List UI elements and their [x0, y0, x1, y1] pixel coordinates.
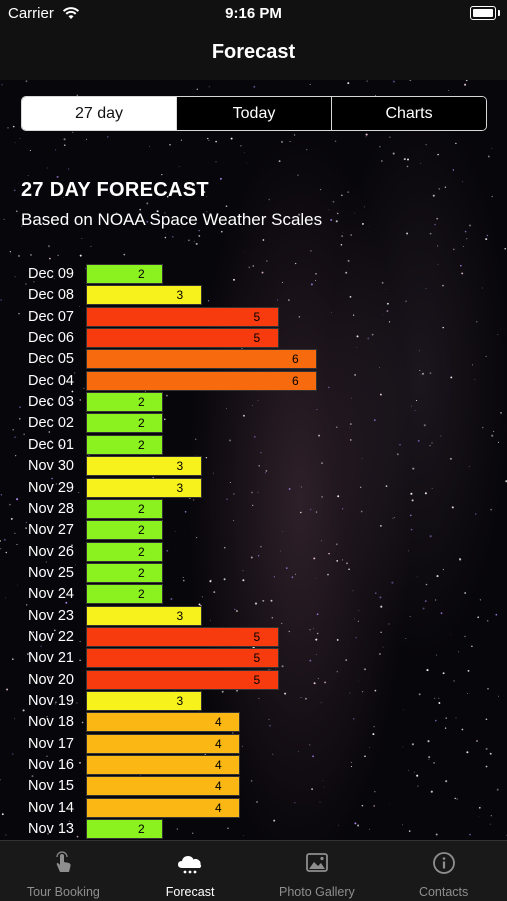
- forecast-bar: [86, 413, 163, 433]
- date-label: Nov 15: [28, 778, 74, 794]
- forecast-bar: [86, 392, 163, 412]
- photo-icon: [303, 851, 331, 875]
- tab-label: Contacts: [380, 885, 507, 899]
- date-label: Nov 22: [28, 629, 74, 645]
- bar-value-label: 4: [215, 779, 222, 793]
- forecast-bar: [86, 371, 317, 391]
- date-label: Nov 13: [28, 821, 74, 837]
- date-label: Dec 02: [28, 415, 74, 431]
- date-label: Dec 07: [28, 309, 74, 325]
- bar-value-label: 2: [138, 502, 145, 516]
- bar-value-label: 2: [138, 523, 145, 537]
- status-bar: Carrier 9:16 PM: [0, 0, 507, 28]
- forecast-bar: [86, 499, 163, 519]
- status-time: 9:16 PM: [0, 5, 507, 22]
- date-label: Nov 19: [28, 693, 74, 709]
- bar-value-label: 4: [215, 737, 222, 751]
- forecast-bar: [86, 584, 163, 604]
- forecast-bar: [86, 328, 279, 348]
- cloud-icon: [176, 851, 204, 875]
- bar-value-label: 2: [138, 438, 145, 452]
- date-label: Nov 28: [28, 501, 74, 517]
- date-label: Nov 17: [28, 736, 74, 752]
- bar-value-label: 2: [138, 416, 145, 430]
- bar-value-label: 5: [254, 630, 261, 644]
- navigation-bar: Forecast: [0, 28, 507, 80]
- forecast-bar: [86, 542, 163, 562]
- date-label: Dec 06: [28, 330, 74, 346]
- bar-value-label: 3: [177, 288, 184, 302]
- bar-value-label: 3: [177, 459, 184, 473]
- bar-value-label: 2: [138, 566, 145, 580]
- forecast-bar: [86, 627, 279, 647]
- tab-label: Photo Gallery: [254, 885, 381, 899]
- bar-value-label: 2: [138, 267, 145, 281]
- tab-contacts[interactable]: Contacts: [380, 841, 507, 901]
- battery-icon: [470, 6, 496, 20]
- bar-value-label: 5: [254, 310, 261, 324]
- date-label: Nov 16: [28, 757, 74, 773]
- date-label: Dec 08: [28, 287, 74, 303]
- page-title: Forecast: [0, 41, 507, 64]
- forecast-bar: [86, 819, 163, 839]
- bar-value-label: 3: [177, 694, 184, 708]
- forecast-bar: [86, 264, 163, 284]
- bar-value-label: 3: [177, 609, 184, 623]
- bar-value-label: 2: [138, 545, 145, 559]
- date-label: Nov 23: [28, 608, 74, 624]
- bar-value-label: 5: [254, 651, 261, 665]
- bar-value-label: 4: [215, 715, 222, 729]
- date-label: Nov 24: [28, 586, 74, 602]
- forecast-bar: [86, 563, 163, 583]
- date-label: Nov 29: [28, 480, 74, 496]
- forecast-bar: [86, 478, 202, 498]
- tab-label: Tour Booking: [0, 885, 127, 899]
- date-label: Dec 04: [28, 373, 74, 389]
- forecast-bar: [86, 456, 202, 476]
- hand-tap-icon: [49, 851, 77, 875]
- forecast-bar: [86, 606, 202, 626]
- tab-bar: Tour Booking Forecast Photo Gallery Cont…: [0, 840, 507, 901]
- forecast-bar: [86, 520, 163, 540]
- forecast-bar: [86, 691, 202, 711]
- forecast-bar: [86, 349, 317, 369]
- date-label: Nov 27: [28, 522, 74, 538]
- bar-value-label: 2: [138, 395, 145, 409]
- date-label: Nov 25: [28, 565, 74, 581]
- tab-label: Forecast: [127, 885, 254, 899]
- date-label: Nov 18: [28, 714, 74, 730]
- forecast-content[interactable]: 27 day Today Charts 27 DAY FORECAST Base…: [0, 80, 507, 840]
- forecast-bar: [86, 285, 202, 305]
- date-label: Dec 03: [28, 394, 74, 410]
- forecast-bar: [86, 670, 279, 690]
- info-icon: [430, 851, 458, 875]
- bar-value-label: 6: [292, 374, 299, 388]
- forecast-bar: [86, 435, 163, 455]
- bar-value-label: 2: [138, 587, 145, 601]
- date-label: Nov 30: [28, 458, 74, 474]
- forecast-bar: [86, 648, 279, 668]
- date-label: Nov 14: [28, 800, 74, 816]
- date-label: Nov 21: [28, 650, 74, 666]
- bar-value-label: 5: [254, 331, 261, 345]
- date-label: Nov 26: [28, 544, 74, 560]
- bar-value-label: 5: [254, 673, 261, 687]
- bar-value-label: 6: [292, 352, 299, 366]
- date-label: Dec 01: [28, 437, 74, 453]
- bar-value-label: 3: [177, 481, 184, 495]
- bar-value-label: 4: [215, 801, 222, 815]
- bar-value-label: 2: [138, 822, 145, 836]
- tab-forecast[interactable]: Forecast: [127, 841, 254, 901]
- date-label: Dec 05: [28, 351, 74, 367]
- forecast-bar-chart: Dec 09 2 Dec 08 3 Dec 07 5 Dec 06 5 Dec 05 6 Dec 0…: [0, 80, 507, 840]
- date-label: Nov 20: [28, 672, 74, 688]
- tab-tour-booking[interactable]: Tour Booking: [0, 841, 127, 901]
- date-label: Dec 09: [28, 266, 74, 282]
- forecast-bar: [86, 307, 279, 327]
- bar-value-label: 4: [215, 758, 222, 772]
- tab-photo-gallery[interactable]: Photo Gallery: [254, 841, 381, 901]
